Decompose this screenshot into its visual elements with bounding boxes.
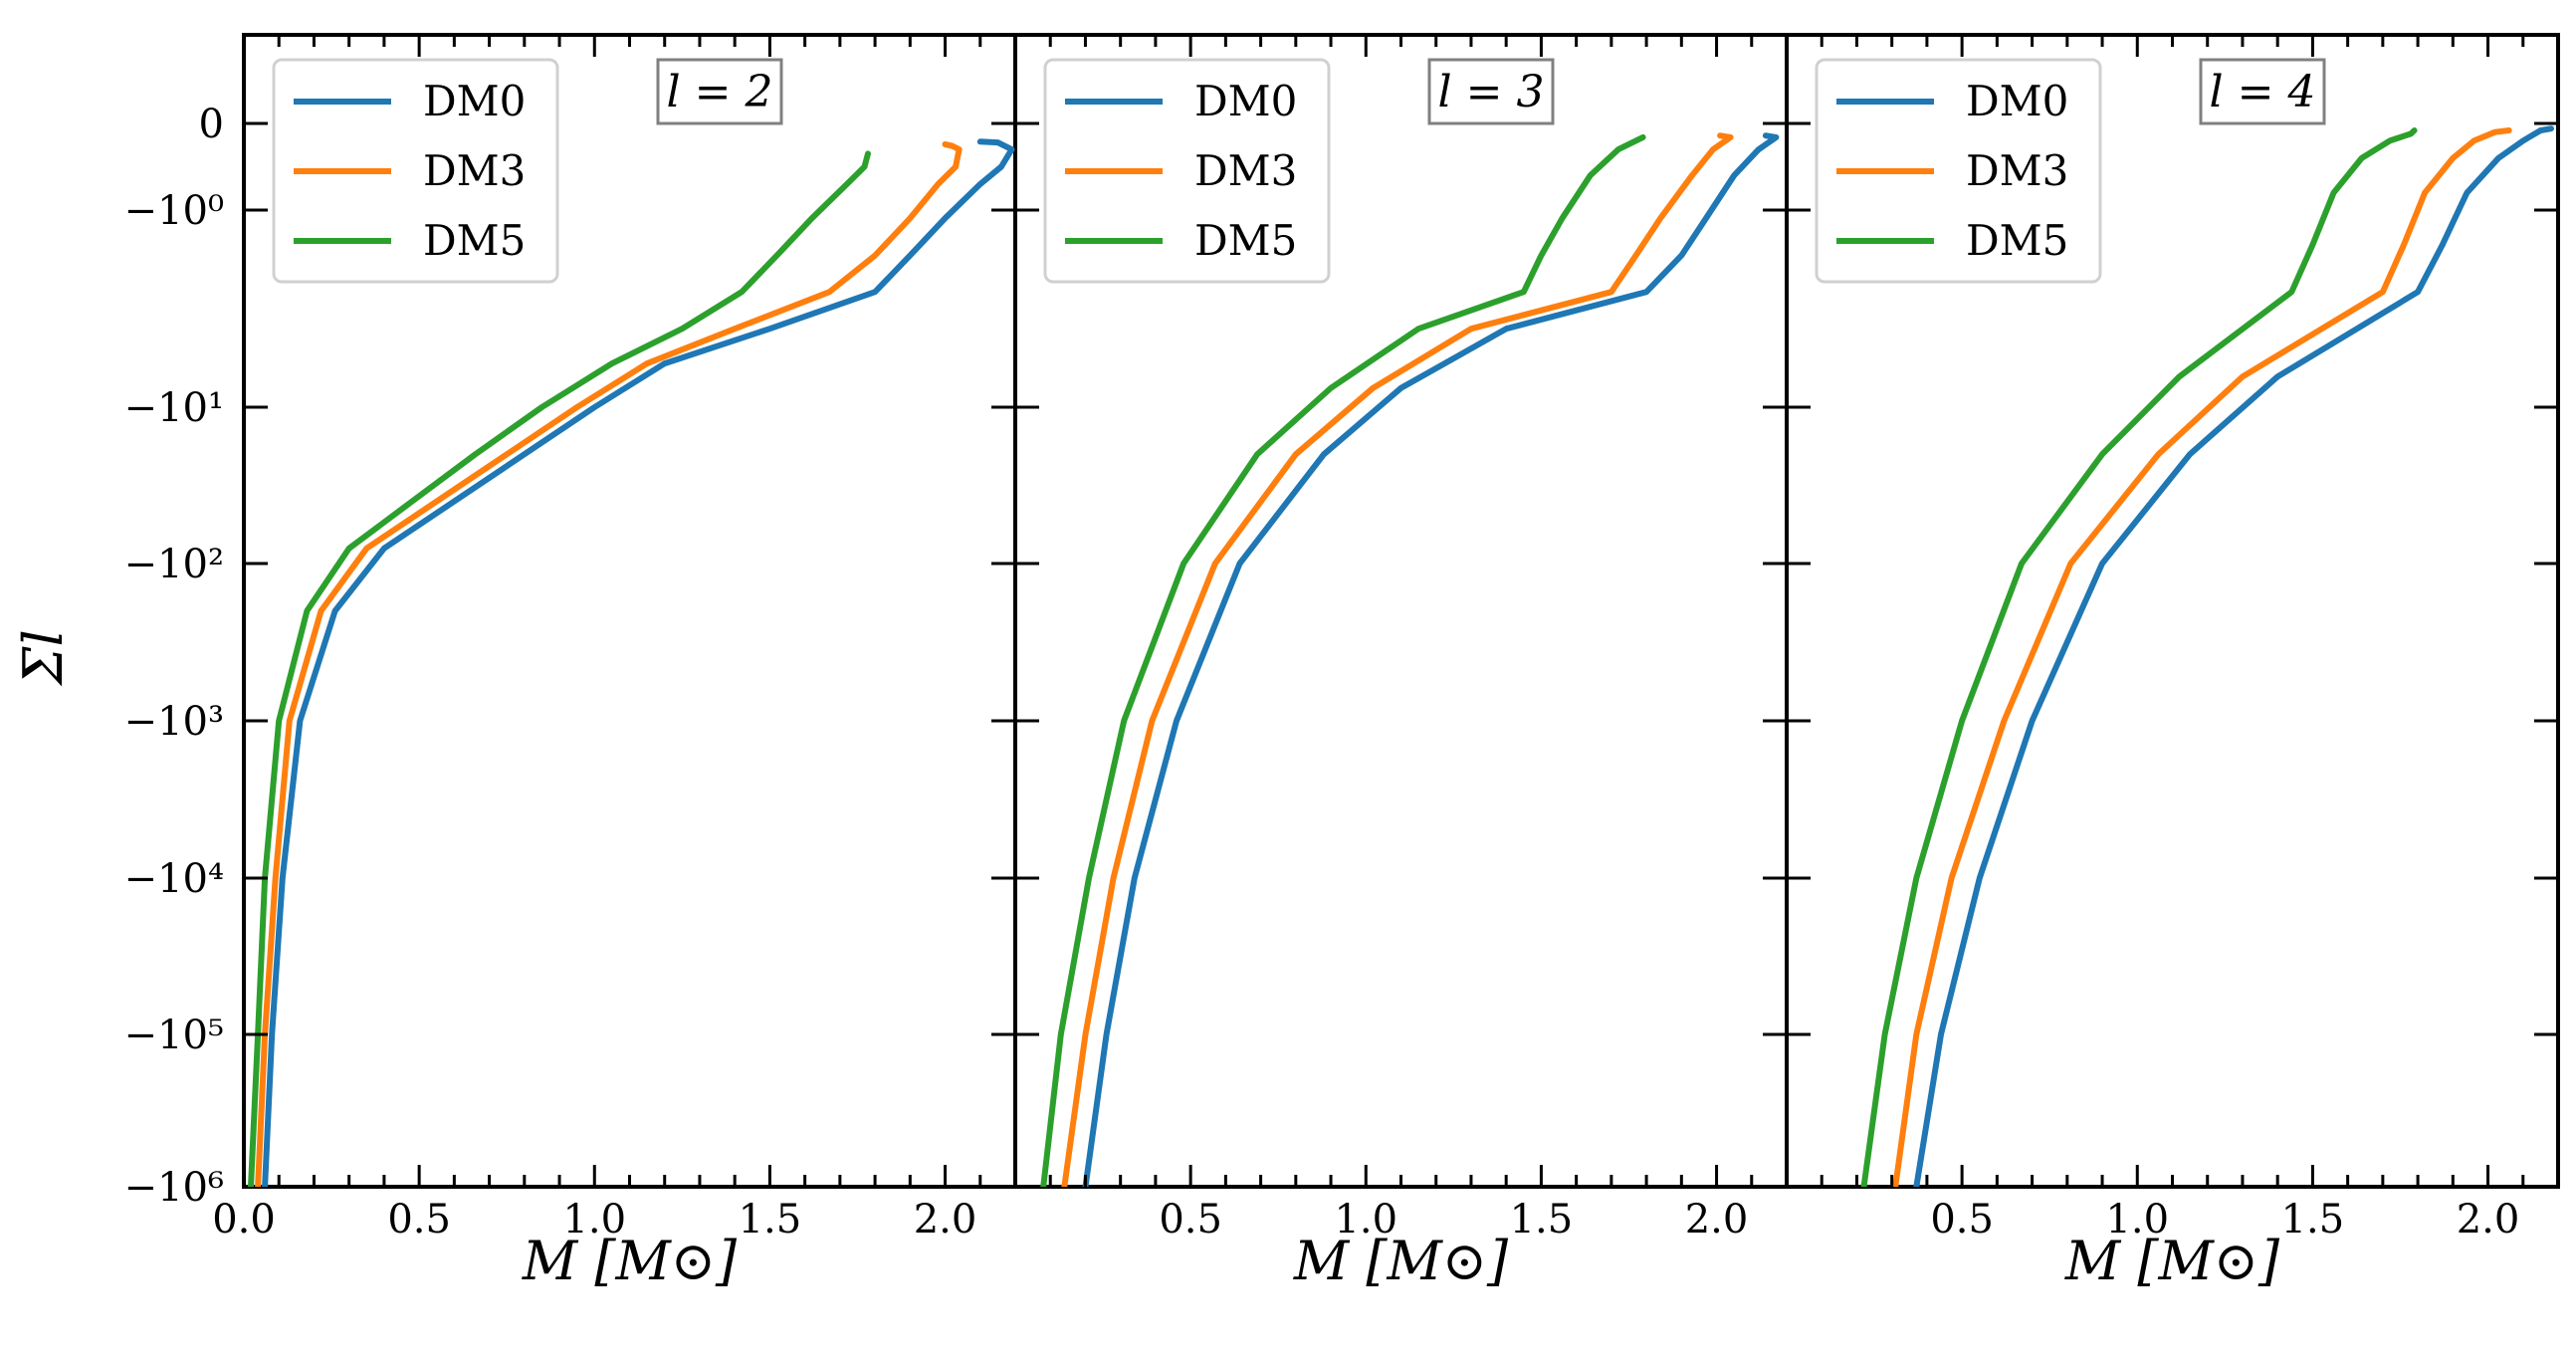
y-tick-label: −10⁴ [124,856,224,902]
x-tick-label: 1.5 [1510,1197,1574,1243]
label-layer: 0.0 0.5 1.0 1.5 2.0 M [M⊙] 0.5 1.0 1.5 2.0 M [M⊙] 0… [124,102,2520,1292]
x-axis-label-panel-3: M [M⊙] [2064,1230,2280,1292]
x-tick-label: 1.5 [739,1197,802,1243]
legend-box [1043,58,1331,284]
legend-entry-dm3: DM3 [1966,146,2068,195]
panel-label-box [1427,58,1555,125]
x-tick-label: 0.5 [1159,1197,1222,1243]
x-tick-label: 0.0 [212,1197,276,1243]
legend-entry-dm3: DM3 [423,146,526,195]
legend-entry-dm0: DM0 [1966,77,2068,125]
y-tick-label: −10³ [124,699,224,745]
legend-entry-dm5: DM5 [1194,216,1297,265]
x-tick-label: 2.0 [914,1197,977,1243]
legend-entry-dm5: DM5 [1966,216,2068,265]
y-tick-label: −10⁰ [124,188,224,234]
series-line-dm0-panel-2 [1082,132,1780,1187]
legend-box [1815,58,2102,284]
series-line-dm3-panel-1 [255,140,963,1187]
series-line-dm0-panel-3 [1913,125,2554,1187]
legend-entry-dm0: DM0 [423,77,526,125]
y-tick-label: −10² [124,542,224,587]
y-tick-label: −10¹ [124,385,224,431]
panel-label-3: l = 4 [2210,67,2316,117]
x-tick-label: 1.0 [562,1197,626,1243]
series-line-dm3-panel-2 [1061,132,1734,1187]
panel-label-box [656,58,783,125]
y-axis-label: Σl [12,629,75,686]
series-line-dm5-panel-1 [248,150,871,1187]
series-line-dm5-panel-3 [1860,127,2418,1187]
legend-box [272,58,559,284]
x-tick-label: 1.0 [1334,1197,1397,1243]
legend-entry-dm0: DM0 [1194,77,1297,125]
legend-entry-dm5: DM5 [423,216,526,265]
legend-layer: l = 2 DM0 DM3 DM5 l = 3 DM0 DM3 DM5 l = 4 DM0 DM3 D… [272,58,2326,284]
x-axis-label-panel-1: M [M⊙] [522,1230,738,1292]
series-line-dm0-panel-1 [262,138,1015,1187]
x-tick-label: 0.5 [1930,1197,1994,1243]
panel-frames [242,33,2560,1189]
y-tick-label: 0 [199,102,224,147]
y-tick-label: −10⁵ [124,1013,224,1058]
tick-layer [244,35,2558,1187]
x-tick-label: 2.0 [2457,1197,2520,1243]
y-tick-label: −10⁶ [124,1165,224,1211]
series-layer [248,125,2554,1187]
series-line-dm5-panel-2 [1040,133,1646,1187]
panel-label-2: l = 3 [1438,67,1545,117]
x-tick-label: 1.5 [2281,1197,2345,1243]
panel-label-1: l = 2 [667,67,773,117]
x-axis-label-panel-2: M [M⊙] [1293,1230,1509,1292]
legend-entry-dm3: DM3 [1194,146,1297,195]
x-tick-label: 0.5 [387,1197,451,1243]
x-tick-label: 1.0 [2105,1197,2169,1243]
panel-label-box [2199,58,2326,125]
x-tick-label: 2.0 [1685,1197,1749,1243]
series-line-dm3-panel-3 [1892,127,2512,1187]
